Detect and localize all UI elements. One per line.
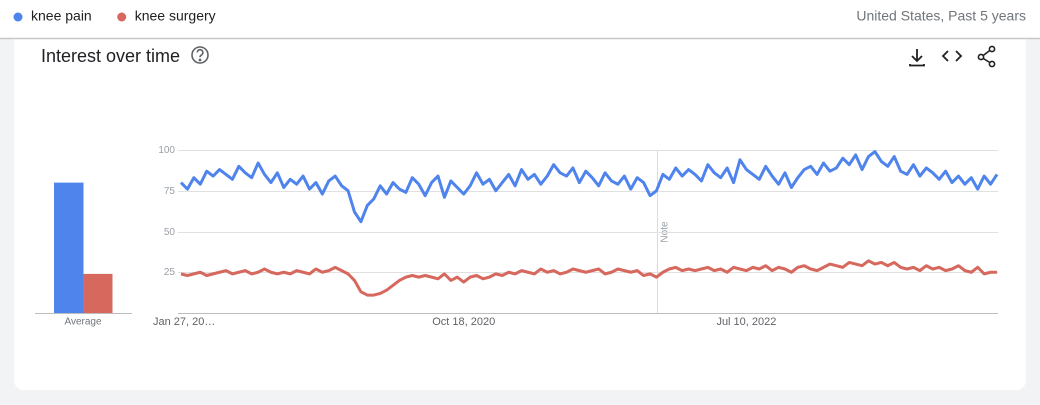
card-title: Interest over time	[41, 46, 180, 66]
embed-icon[interactable]	[941, 50, 963, 62]
x-tick-label: Jan 27, 20…	[153, 316, 215, 328]
y-tick-label: 100	[158, 145, 175, 156]
x-tick-label: Oct 18, 2020	[432, 316, 495, 328]
average-label: Average	[64, 317, 102, 328]
series-line	[179, 150, 999, 224]
help-icon[interactable]	[191, 46, 209, 64]
header-bar	[0, 0, 1040, 38]
y-tick-label: 25	[164, 267, 176, 278]
legend-label[interactable]: knee pain	[31, 8, 92, 24]
download-icon[interactable]	[909, 49, 925, 67]
x-tick-label: Jul 10, 2022	[716, 316, 776, 328]
legend-marker[interactable]	[117, 12, 127, 22]
legend-label[interactable]: knee surgery	[135, 8, 216, 24]
y-tick-label: 50	[164, 227, 176, 238]
note-label[interactable]: Note	[660, 221, 671, 243]
scope-label[interactable]: United States, Past 5 years	[856, 8, 1026, 24]
legend-marker[interactable]	[13, 12, 23, 22]
average-bar	[54, 182, 84, 313]
series-line	[180, 259, 997, 297]
share-icon[interactable]	[977, 45, 996, 68]
card	[14, 30, 1026, 390]
average-bar	[83, 273, 113, 313]
y-tick-label: 75	[164, 186, 176, 197]
